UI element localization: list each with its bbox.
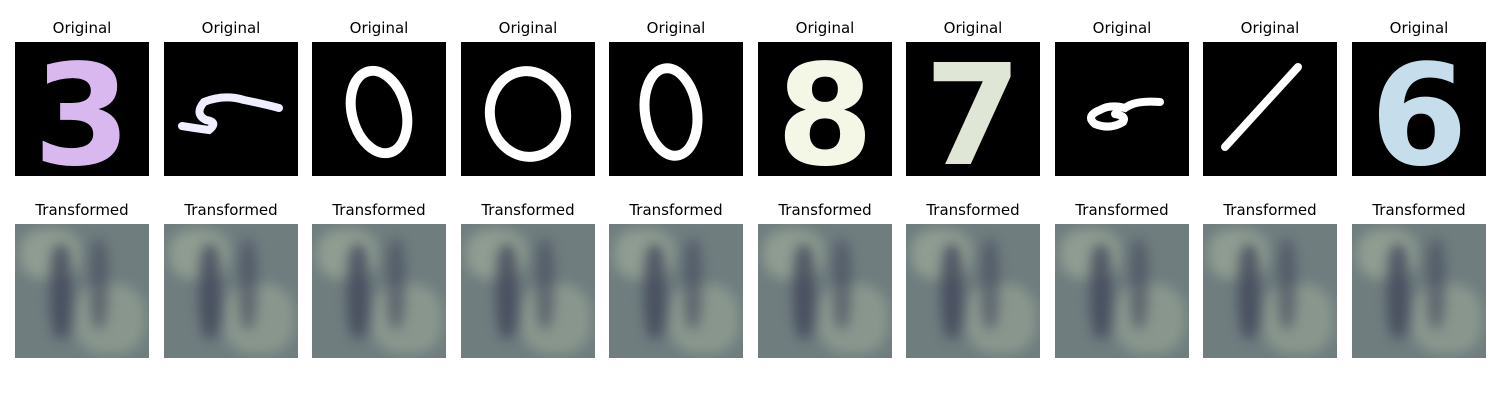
transformed-title: Transformed [778, 201, 872, 219]
transformed-title: Transformed [1075, 201, 1169, 219]
original-title: Original [1092, 19, 1152, 37]
transformed-title: Transformed [332, 201, 426, 219]
digit-glyph [178, 93, 283, 135]
digit-glyph [484, 66, 572, 162]
original-title: Original [646, 19, 706, 37]
digit-glyph: 6 [1370, 42, 1467, 176]
transformed-image [1203, 224, 1337, 358]
digit-glyph: 7 [924, 42, 1021, 176]
original-image [312, 42, 446, 176]
original-title: Original [349, 19, 409, 37]
digit-glyph: 8 [776, 42, 873, 176]
original-title: Original [943, 19, 1003, 37]
transformed-title: Transformed [629, 201, 723, 219]
transformed-title: Transformed [1223, 201, 1317, 219]
transformed-image [906, 224, 1040, 358]
transformed-title: Transformed [35, 201, 129, 219]
digit-glyph: 3 [33, 42, 130, 176]
transformed-image [1055, 224, 1189, 358]
original-image: 8 [758, 42, 892, 176]
original-image: 3 [15, 42, 149, 176]
original-title: Original [52, 19, 112, 37]
transformed-image [461, 224, 595, 358]
transformed-image [609, 224, 743, 358]
original-title: Original [1389, 19, 1449, 37]
original-image [1203, 42, 1337, 176]
original-title: Original [201, 19, 261, 37]
original-image [1055, 42, 1189, 176]
transformed-image [758, 224, 892, 358]
svg-text:3: 3 [33, 42, 130, 176]
original-image [164, 42, 298, 176]
original-image [461, 42, 595, 176]
svg-text:6: 6 [1370, 42, 1467, 176]
original-title: Original [498, 19, 558, 37]
digit-glyph [1221, 63, 1302, 151]
original-title: Original [1240, 19, 1300, 37]
svg-text:7: 7 [924, 42, 1021, 176]
svg-text:8: 8 [776, 42, 873, 176]
original-image: 6 [1352, 42, 1486, 176]
digit-glyph [1087, 97, 1164, 131]
original-image: 7 [906, 42, 1040, 176]
original-title: Original [795, 19, 855, 37]
digit-glyph [345, 65, 413, 159]
transformed-image [164, 224, 298, 358]
digit-glyph [639, 63, 703, 161]
transformed-image [1352, 224, 1486, 358]
original-image [609, 42, 743, 176]
transformed-title: Transformed [184, 201, 278, 219]
transformed-image [312, 224, 446, 358]
transformed-title: Transformed [926, 201, 1020, 219]
transformed-title: Transformed [1372, 201, 1466, 219]
transformed-image [15, 224, 149, 358]
transformed-title: Transformed [481, 201, 575, 219]
